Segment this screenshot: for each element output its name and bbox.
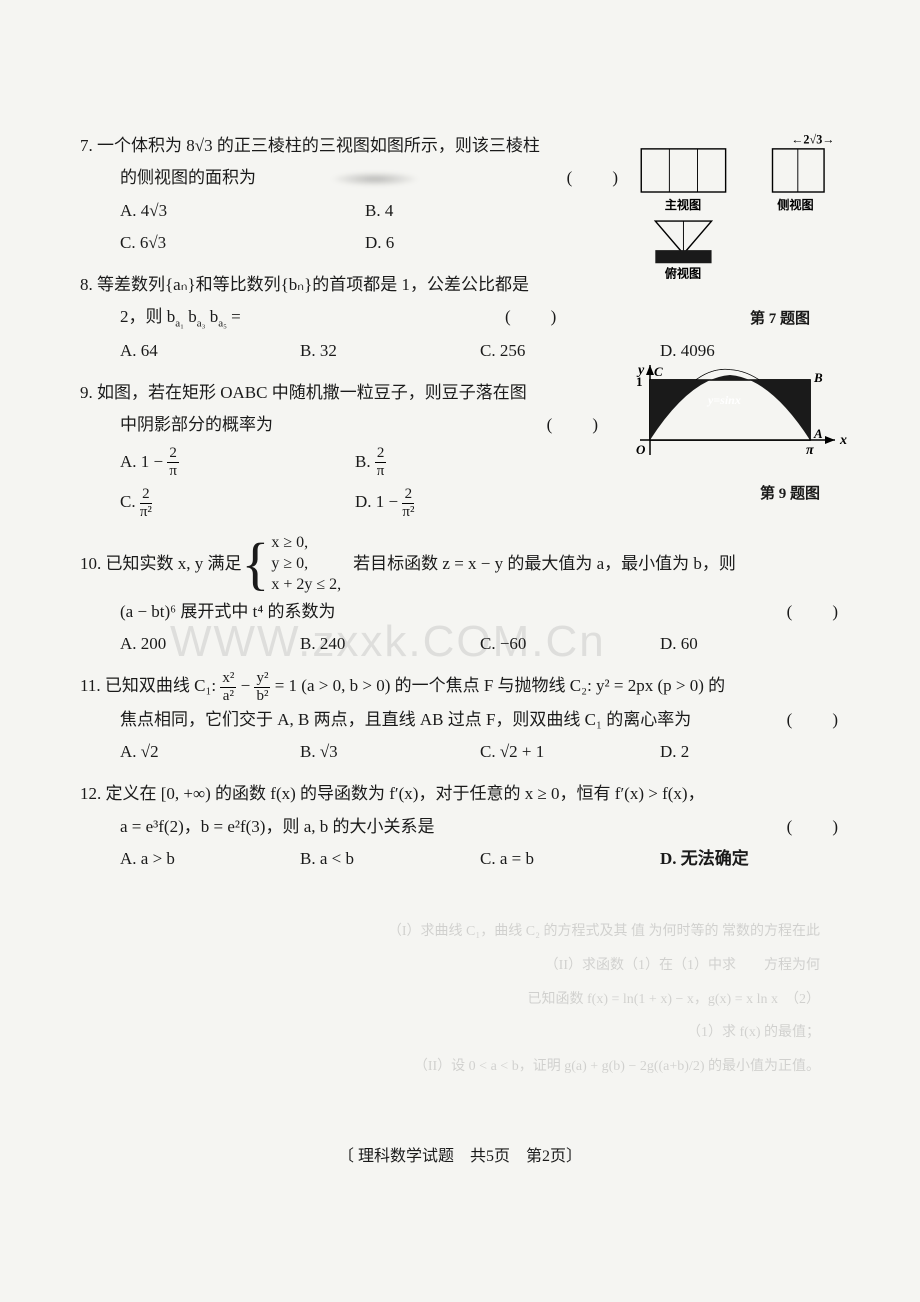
q8-optA: A. 64 xyxy=(120,335,300,367)
q7-number: 7. xyxy=(80,136,93,155)
faint-1: （I）求曲线 C₁，曲线 C₂ 的方程式及其 值 为何时等的 常数的方程在此 xyxy=(100,915,820,949)
q10-number: 10. xyxy=(80,554,101,573)
q9-optB: B. 2π xyxy=(355,442,590,483)
q12-paren: ( ) xyxy=(787,811,840,843)
q10-stem-tail: 若目标函数 z = x − y 的最大值为 a，最小值为 b，则 xyxy=(353,548,736,580)
q8-tail: = xyxy=(227,307,241,326)
q10-optB: B. 240 xyxy=(300,628,480,660)
q8-paren: ( ) xyxy=(505,307,558,326)
frac-n: y² xyxy=(254,671,270,688)
q8-m2: b xyxy=(205,307,218,326)
frac-n: 2 xyxy=(402,487,414,504)
q11-paren: ( ) xyxy=(787,704,840,736)
q9-optB-head: B. xyxy=(355,452,375,471)
frac-d: π xyxy=(375,463,387,479)
q9-paren: ( ) xyxy=(547,409,600,441)
q9-optC-head: C. xyxy=(120,492,140,511)
q8-stem-2h: 2，则 b xyxy=(120,307,175,326)
page-footer: 〔 理科数学试题 共5页 第2页〕 xyxy=(0,1142,920,1172)
q12-optA: A. a > b xyxy=(120,843,300,875)
frac-d: π xyxy=(167,463,179,479)
q8-number: 8. xyxy=(80,275,93,294)
q9-optC: C. 2π² xyxy=(120,482,355,523)
q10-sys3: x + 2y ≤ 2, xyxy=(271,575,341,596)
exam-page: WWW.zxxk.COM.Cn ←2√3→ 主视图 侧视图 俯视图 第 7 题图 xyxy=(0,0,920,1302)
svg-text:x: x xyxy=(839,433,847,448)
faint-2: （II）求函数（1）在（1）中求 方程为何 xyxy=(100,949,820,983)
q7-optD: D. 6 xyxy=(365,227,610,259)
frac-d: a² xyxy=(220,688,236,704)
q7-optB: B. 4 xyxy=(365,195,610,227)
bleed-through: （I）求曲线 C₁，曲线 C₂ 的方程式及其 值 为何时等的 常数的方程在此 （… xyxy=(80,915,840,1083)
q10-optA: A. 200 xyxy=(120,628,300,660)
q10-stem-2: (a − bt)⁶ 展开式中 t⁴ 的系数为 xyxy=(120,602,336,621)
frac-n: 2 xyxy=(140,487,152,504)
q11-optC: C. √2 + 1 xyxy=(480,736,660,768)
q9-optD-head: D. 1 − xyxy=(355,492,402,511)
q12-number: 12. xyxy=(80,784,101,803)
q11-stem-1t: = 1 (a > 0, b > 0) 的一个焦点 F 与抛物线 C₂: y² =… xyxy=(270,676,725,695)
q8-stem-1: 等差数列{aₙ}和等比数列{bₙ}的首项都是 1，公差公比都是 xyxy=(97,275,529,294)
frac-n: 2 xyxy=(167,446,179,463)
q9-optA-head: A. 1 − xyxy=(120,452,167,471)
q12-optD: D. 无法确定 xyxy=(660,843,840,875)
q8-m1: b xyxy=(184,307,197,326)
q11-optD: D. 2 xyxy=(660,736,840,768)
q10-stem-head: 已知实数 x, y 满足 xyxy=(106,554,242,573)
brace-icon: { xyxy=(242,535,270,593)
q11-stem-1h: 已知双曲线 C₁: xyxy=(105,676,221,695)
q10-system: x ≥ 0, y ≥ 0, x + 2y ≤ 2, xyxy=(271,533,341,595)
q10-paren: ( ) xyxy=(787,596,840,628)
faint-3: 已知函数 f(x) = ln(1 + x) − x，g(x) = x ln x … xyxy=(100,983,820,1017)
q12-stem-2: a = e³f(2)，b = e²f(3)，则 a, b 的大小关系是 xyxy=(120,817,435,836)
q10-optC: C. −60 xyxy=(480,628,660,660)
frac-n: x² xyxy=(220,671,236,688)
q9-number: 9. xyxy=(80,383,93,402)
frac-d: π² xyxy=(402,504,414,520)
q8-optC: C. 256 xyxy=(480,335,660,367)
question-7: 7. 一个体积为 8√3 的正三棱柱的三视图如图所示，则该三棱柱 的侧视图的面积… xyxy=(80,130,840,259)
faint-5: （II）设 0 < a < b，证明 g(a) + g(b) − 2g((a+b… xyxy=(100,1050,820,1084)
question-10: 10. 已知实数 x, y 满足 { x ≥ 0, y ≥ 0, x + 2y … xyxy=(80,533,840,660)
faint-4: （1）求 f(x) 的最值； xyxy=(100,1016,820,1050)
frac-d: b² xyxy=(254,688,270,704)
q11-optA: A. √2 xyxy=(120,736,300,768)
question-8: 8. 等差数列{aₙ}和等比数列{bₙ}的首项都是 1，公差公比都是 2，则 b… xyxy=(80,269,840,367)
q11-number: 11. xyxy=(80,676,101,695)
question-9: 9. 如图，若在矩形 OABC 中随机撒一粒豆子，则豆子落在图 中阴影部分的概率… xyxy=(80,377,840,523)
q10-optD: D. 60 xyxy=(660,628,840,660)
question-12: 12. 定义在 [0, +∞) 的函数 f(x) 的导函数为 f′(x)，对于任… xyxy=(80,778,840,875)
q9-stem-1: 如图，若在矩形 OABC 中随机撒一粒豆子，则豆子落在图 xyxy=(97,383,527,402)
frac-d: π² xyxy=(140,504,152,520)
q7-optA: A. 4√3 xyxy=(120,195,365,227)
q11-optB: B. √3 xyxy=(300,736,480,768)
q7-optC: C. 6√3 xyxy=(120,227,365,259)
q11-stem-2: 焦点相同，它们交于 A, B 两点，且直线 AB 过点 F，则双曲线 C₁ 的离… xyxy=(120,710,691,729)
q9-stem-2: 中阴影部分的概率为 xyxy=(120,415,273,434)
q9-optA: A. 1 − 2π xyxy=(120,442,355,483)
q10-sys2: y ≥ 0, xyxy=(271,554,341,575)
frac-n: 2 xyxy=(375,446,387,463)
q9-optD: D. 1 − 2π² xyxy=(355,482,590,523)
q8-optD: D. 4096 xyxy=(660,335,840,367)
q7-stem-1: 一个体积为 8√3 的正三棱柱的三视图如图所示，则该三棱柱 xyxy=(97,136,540,155)
question-11: 11. 已知双曲线 C₁: x²a² − y²b² = 1 (a > 0, b … xyxy=(80,670,840,768)
q8-optB: B. 32 xyxy=(300,335,480,367)
q7-paren: ( ) xyxy=(567,162,620,194)
q8-sub3: a₅ xyxy=(218,318,227,330)
q11-mid: − xyxy=(236,676,254,695)
q12-optC: C. a = b xyxy=(480,843,660,875)
q12-optB: B. a < b xyxy=(300,843,480,875)
q8-sub1: a₁ xyxy=(175,318,184,330)
q12-stem-1: 定义在 [0, +∞) 的函数 f(x) 的导函数为 f′(x)，对于任意的 x… xyxy=(106,784,705,803)
q7-stem-2: 的侧视图的面积为 xyxy=(120,168,256,187)
q10-sys1: x ≥ 0, xyxy=(271,533,341,554)
